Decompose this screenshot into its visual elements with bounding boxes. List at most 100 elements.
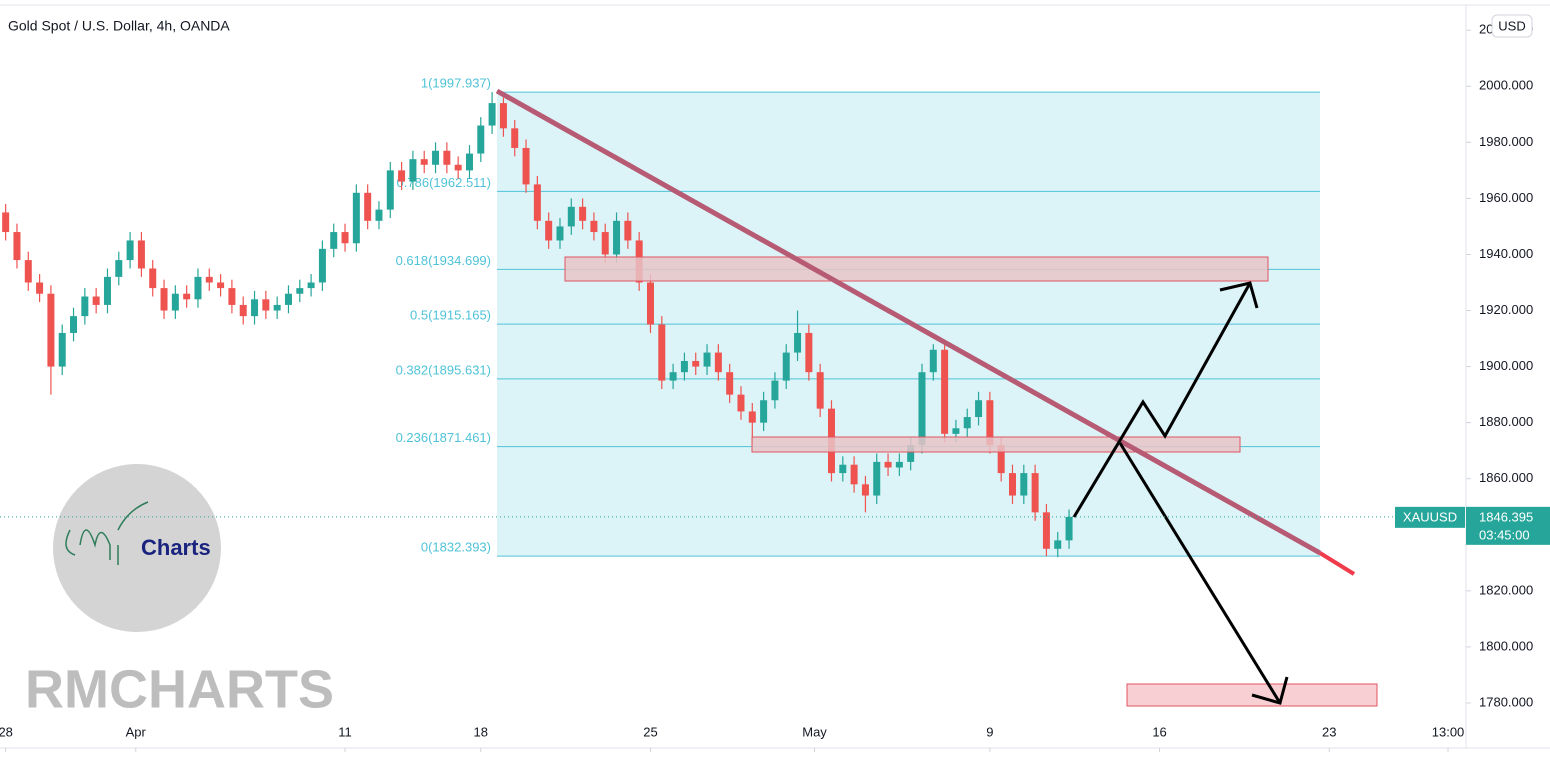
candle-body [579,206,587,221]
candle-body [624,220,632,241]
candle-body [432,150,440,165]
candle-body [1031,473,1039,513]
plot [2,92,1073,558]
candle-body [194,276,202,300]
candle-body [92,296,100,305]
candle-body [918,372,926,446]
trend-line [495,88,1322,556]
candle-body [873,461,881,496]
candle-body [171,293,179,311]
currency-label[interactable]: USD [1498,18,1525,33]
candle-body [669,372,677,381]
candle-body [726,372,734,395]
candle-body [81,296,89,317]
candle-body [352,192,360,244]
candle-body [794,332,802,353]
y-tick-label: 1960.000 [1479,190,1533,205]
candle-body [658,324,666,381]
x-tick-label: 11 [338,724,352,739]
candle-body [680,360,688,373]
y-tick-label: 1940.000 [1479,246,1533,261]
candle-body [137,240,145,269]
y-tick-label: 1900.000 [1479,358,1533,373]
candle-body [47,293,55,367]
bull-arrow [1072,282,1252,518]
candle-body [454,164,462,171]
trend-line-extension [1318,551,1356,576]
fib-label: 0.786(1962.511) [397,175,491,190]
watermark: RMCHARTS [25,659,334,719]
candle-body [748,411,756,423]
bear-arrow [1118,442,1282,704]
x-tick-label: 23 [1322,724,1336,739]
chart-title: Gold Spot / U.S. Dollar, 4h, OANDA [8,18,230,34]
candle-body [420,159,428,165]
candle-body [861,484,869,496]
candle-body [805,332,813,373]
candle-body [1054,540,1062,549]
candle-body [556,226,564,241]
candle-body [963,417,971,429]
candle-body [1008,473,1016,496]
resistance-zone [564,256,1269,282]
axes: 1780.0001800.0001820.0001840.0001860.000… [0,22,1533,752]
candle-body [1065,516,1073,541]
logo-scribble [65,501,149,565]
fib-label: 0.618(1934.699) [396,253,491,268]
x-tick-label: 25 [643,724,657,739]
bull-arrowhead [1219,281,1259,309]
fib-label: 0.382(1895.631) [396,362,491,377]
candle-body [714,352,722,373]
candle-body [126,240,134,261]
candle-body [2,212,10,233]
candle-body [545,220,553,241]
candle-body [24,260,32,283]
candle-body [443,150,451,165]
candle-body [850,464,858,485]
candle-body [183,293,191,300]
candle-body [70,316,78,333]
candle-body [465,153,473,171]
candle-body [839,464,847,474]
candle-body [737,394,745,412]
candle-body [375,209,383,221]
candle-body [341,232,349,244]
x-tick-label: 18 [474,724,488,739]
fib-group: 1(1997.937) 0.786(1962.511) 0.618(1934.699… [396,76,1320,557]
x-tick-label: 28 [0,724,13,739]
y-tick-label: 1800.000 [1479,638,1533,653]
candle-body [884,461,892,468]
candle-body [262,299,270,311]
candle-body [986,400,994,446]
candle-body [284,293,292,305]
x-tick-label: Apr [126,724,147,739]
fib-label: 0(1832.393) [421,540,491,555]
candle-body [386,170,394,210]
candle-body [239,304,247,317]
candle-body [103,276,111,305]
candle-body [929,349,937,373]
price-label: 1846.395 [1479,509,1533,524]
candle-body [522,147,530,185]
candle-body [330,232,338,249]
candle-body [771,380,779,401]
candle-body [409,159,417,182]
support-zone [751,436,1241,453]
candle-body [907,445,915,462]
candle-body [160,288,168,311]
candle-body [13,232,21,261]
currency-button[interactable] [1491,14,1533,38]
symbol-label: XAUUSD [1403,509,1457,524]
candle-body [58,332,66,367]
candle-body [613,220,621,255]
candle-body [646,282,654,325]
candle-body [149,268,157,289]
y-tick-label: 1780.000 [1479,694,1533,709]
y-tick-label: 2000.000 [1479,78,1533,93]
price-tag: XAUUSD 1846.395 03:45:00 [0,506,1550,545]
candle-body [533,184,541,221]
candle-body [590,220,598,233]
candle-body [36,282,44,294]
